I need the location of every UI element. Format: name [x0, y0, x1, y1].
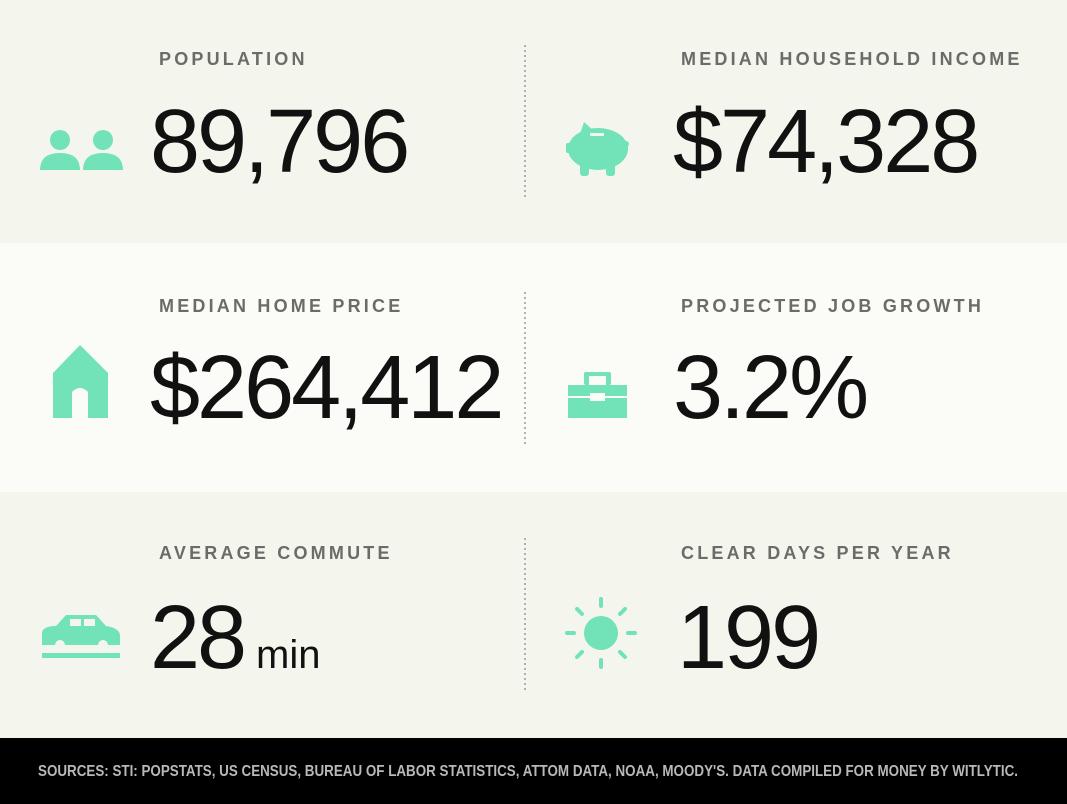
row-bg — [0, 492, 1067, 738]
stat-label: CLEAR DAYS PER YEAR — [681, 543, 954, 563]
briefcase-icon — [568, 372, 627, 418]
people-icon — [40, 130, 123, 170]
stat-value: $74,328 — [673, 92, 977, 192]
sun-icon — [565, 597, 637, 669]
footer-bg — [0, 738, 1067, 804]
stat-value: 3.2% — [673, 338, 866, 438]
stat-value: 28 — [150, 588, 244, 688]
stat-unit: min — [256, 633, 320, 677]
stat-label: MEDIAN HOME PRICE — [159, 296, 403, 316]
stat-value: 89,796 — [150, 92, 407, 192]
house-icon — [53, 345, 108, 418]
row-bg — [0, 0, 1067, 243]
stat-label: MEDIAN HOUSEHOLD INCOME — [681, 49, 1023, 69]
stat-label: PROJECTED JOB GROWTH — [681, 296, 984, 316]
stat-value: 199 — [677, 588, 818, 688]
car-icon — [42, 615, 120, 658]
piggy-icon — [566, 122, 629, 176]
stat-label: POPULATION — [159, 49, 308, 69]
stat-value: $264,412 — [150, 338, 501, 438]
stat-label: AVERAGE COMMUTE — [159, 543, 393, 563]
row-bg — [0, 243, 1067, 492]
footer-sources: SOURCES: STI: POPSTATS, US CENSUS, BUREA… — [38, 763, 1018, 780]
